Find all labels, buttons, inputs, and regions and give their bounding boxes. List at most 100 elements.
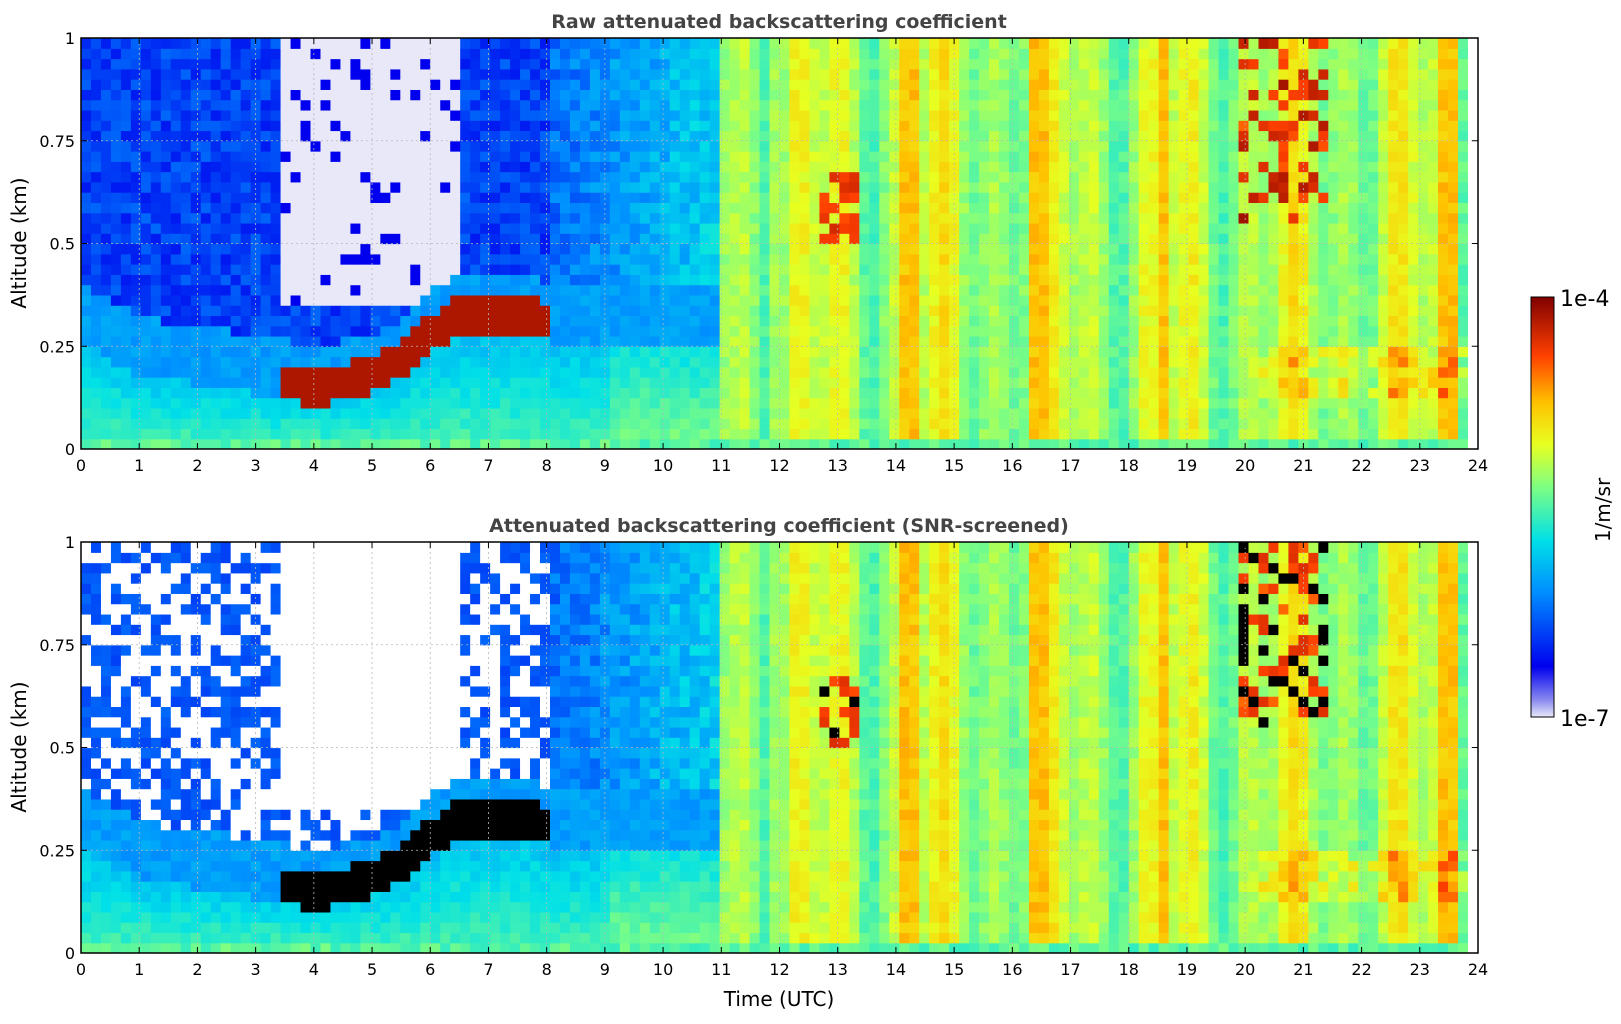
heatmap-cell: [1288, 192, 1299, 204]
heatmap-cell: [999, 418, 1010, 430]
heatmap-cell: [81, 305, 92, 317]
heatmap-cell: [400, 68, 411, 80]
heatmap-cell: [1208, 294, 1220, 306]
heatmap-cell: [260, 48, 272, 60]
heatmap-cell: [400, 397, 411, 409]
heatmap-cell: [1288, 99, 1299, 111]
heatmap-cell: [679, 407, 691, 419]
heatmap-cell: [180, 397, 192, 409]
heatmap-cell: [859, 99, 870, 111]
heatmap-cell: [929, 305, 940, 317]
heatmap-cell: [160, 284, 172, 296]
heatmap-cell: [1178, 38, 1190, 49]
heatmap-cell: [460, 161, 471, 173]
heatmap-cell: [829, 140, 840, 152]
heatmap-cell: [450, 274, 461, 286]
heatmap-cell: [110, 325, 122, 337]
heatmap-cell: [190, 366, 202, 378]
heatmap-cell: [889, 315, 900, 327]
heatmap-cell: [769, 346, 781, 358]
heatmap-cell: [90, 130, 102, 142]
heatmap-cell: [749, 202, 761, 214]
heatmap-cell: [819, 264, 830, 275]
heatmap-cell: [1298, 315, 1309, 327]
heatmap-cell: [1148, 243, 1160, 255]
heatmap-cell: [809, 407, 821, 419]
heatmap-cell: [1158, 151, 1170, 162]
heatmap-cell: [569, 212, 581, 224]
heatmap-cell: [889, 58, 900, 70]
heatmap-cell: [420, 253, 431, 265]
heatmap-cell: [679, 274, 691, 286]
heatmap-cell: [110, 428, 122, 440]
heatmap-cell: [729, 161, 741, 173]
heatmap-cell: [629, 109, 641, 121]
heatmap-cell: [569, 109, 581, 121]
heatmap-cell: [1318, 356, 1329, 368]
heatmap-cell: [1098, 243, 1110, 255]
heatmap-cell: [639, 233, 651, 245]
heatmap-cell: [609, 38, 621, 49]
heatmap-cell: [1068, 243, 1080, 255]
heatmap-cell: [629, 264, 641, 275]
heatmap-cell: [1128, 140, 1140, 152]
heatmap-cell: [909, 130, 920, 142]
heatmap-cell: [969, 202, 980, 214]
heatmap-cell: [759, 109, 771, 121]
heatmap-cell: [360, 140, 371, 152]
heatmap-cell: [789, 171, 801, 183]
heatmap-cell: [1178, 325, 1190, 337]
heatmap-cell: [1108, 48, 1120, 60]
heatmap-cell: [420, 335, 431, 347]
heatmap-cell: [689, 99, 701, 111]
heatmap-cell: [310, 79, 322, 90]
heatmap-cell: [130, 140, 142, 152]
heatmap-cell: [1298, 151, 1309, 162]
heatmap-cell: [81, 68, 92, 80]
heatmap-cell: [480, 181, 491, 193]
heatmap-cell: [300, 438, 312, 449]
heatmap-cell: [1028, 397, 1040, 409]
heatmap-cell: [909, 418, 920, 430]
heatmap-cell: [859, 68, 870, 80]
heatmap-cell: [390, 377, 401, 388]
heatmap-cell: [939, 233, 950, 245]
heatmap-cell: [460, 418, 471, 430]
heatmap-cell: [829, 274, 840, 286]
heatmap-cell: [829, 284, 840, 296]
heatmap-cell: [1148, 315, 1160, 327]
heatmap-cell: [629, 243, 641, 255]
heatmap-cell: [1288, 222, 1299, 234]
heatmap-cell: [1028, 315, 1040, 327]
heatmap-cell: [609, 233, 621, 245]
heatmap-cell: [480, 315, 491, 327]
heatmap-cell: [939, 68, 950, 80]
heatmap-cell: [819, 192, 830, 204]
heatmap-cell: [1108, 171, 1120, 183]
heatmap-cell: [520, 202, 531, 214]
heatmap-cell: [490, 264, 501, 275]
heatmap-cell: [1098, 79, 1110, 90]
heatmap-cell: [1058, 48, 1070, 60]
heatmap-cell: [619, 264, 631, 275]
heatmap-cell: [609, 109, 621, 121]
heatmap-cell: [809, 130, 821, 142]
heatmap-cell: [1188, 418, 1200, 430]
heatmap-cell: [969, 79, 980, 90]
heatmap-cell: [200, 120, 212, 132]
heatmap-cell: [460, 202, 471, 214]
heatmap-cell: [140, 161, 152, 173]
heatmap-cell: [1228, 151, 1240, 162]
heatmap-cell: [150, 151, 162, 162]
heatmap-cell: [240, 202, 252, 214]
heatmap-cell: [829, 181, 840, 193]
heatmap-cell: [420, 171, 431, 183]
heatmap-cell: [1018, 48, 1030, 60]
heatmap-cell: [1178, 192, 1190, 204]
heatmap-cell: [150, 438, 162, 449]
heatmap-cell: [490, 305, 501, 317]
heatmap-cell: [300, 171, 312, 183]
heatmap-cell: [699, 99, 711, 111]
heatmap-cell: [270, 109, 282, 121]
heatmap-cell: [1048, 274, 1060, 286]
